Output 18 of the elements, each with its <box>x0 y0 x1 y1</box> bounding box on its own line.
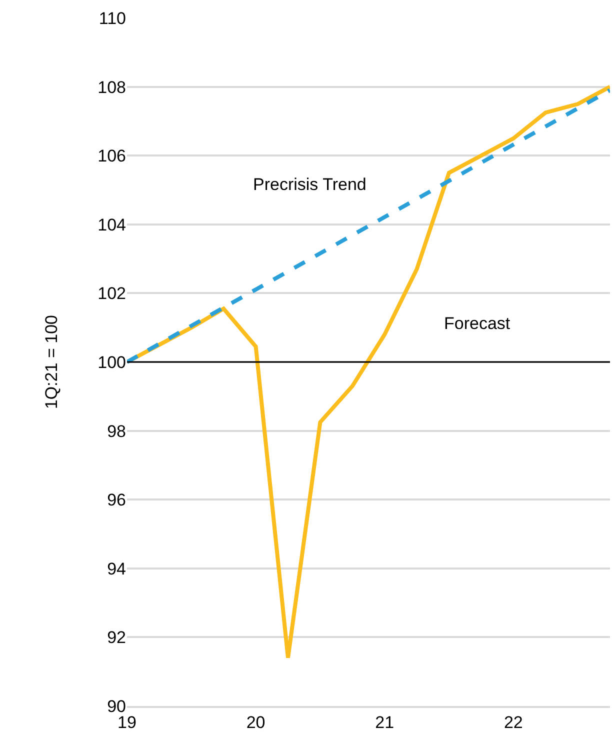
x-tick-label: 19 <box>118 713 136 732</box>
x-tick-label: 20 <box>246 713 266 732</box>
y-tick-label: 104 <box>98 215 126 234</box>
y-tick-label: 106 <box>98 146 126 166</box>
y-tick-label: 90 <box>107 696 126 716</box>
series-label: Precrisis Trend <box>253 175 366 194</box>
y-tick-label: 100 <box>98 352 126 372</box>
y-tick-label: 108 <box>98 78 126 97</box>
text: Forecast <box>444 314 510 333</box>
y-tick-label: 94 <box>107 559 126 578</box>
y-tick-label: 92 <box>107 628 126 648</box>
x-tick-label: 22 <box>504 713 523 732</box>
y-tick-label: 96 <box>107 490 126 510</box>
y-axis-title: 1Q:21 = 100 <box>42 314 62 410</box>
x-tick-label: 21 <box>375 713 394 732</box>
y-tick-label: 110 <box>98 8 126 28</box>
y-tick-label: 98 <box>107 422 126 441</box>
y-tick-label: 102 <box>98 284 126 304</box>
